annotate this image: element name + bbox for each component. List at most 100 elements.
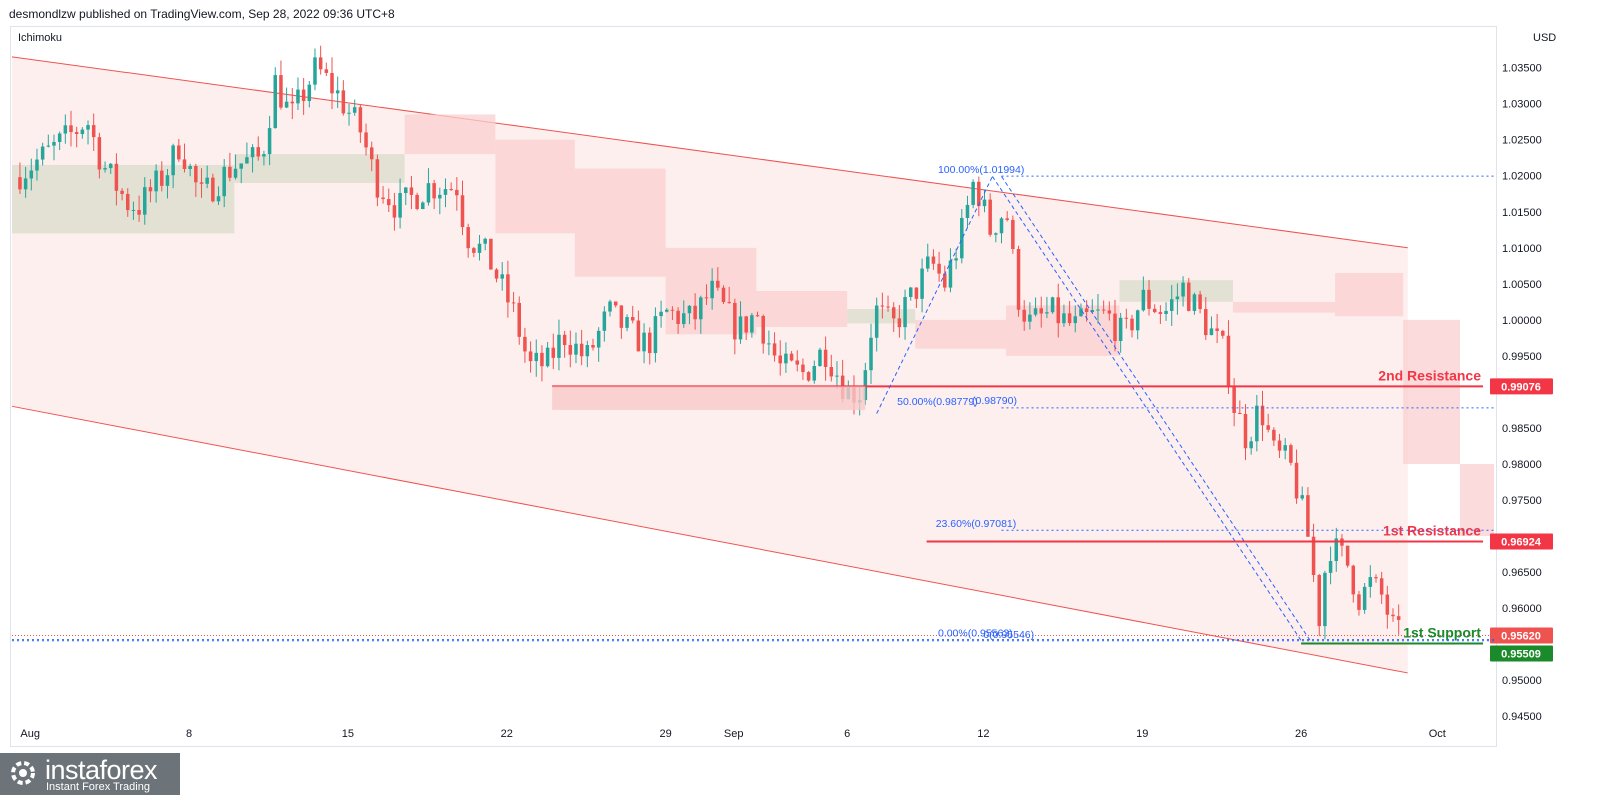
candle-body xyxy=(369,147,374,160)
current-price-tag-text: 0.95620 xyxy=(1501,630,1541,642)
candle-body xyxy=(1272,429,1276,441)
candle-body xyxy=(449,189,453,191)
candle-body xyxy=(1045,312,1049,314)
candle-body xyxy=(160,170,164,186)
candle-body xyxy=(642,332,646,352)
candle-body xyxy=(886,306,890,308)
candle-body xyxy=(1266,425,1270,430)
x-tick-label: 19 xyxy=(1136,728,1148,740)
candle-body xyxy=(744,316,748,333)
candle-body xyxy=(1158,312,1163,314)
candle-body xyxy=(137,209,141,215)
candle-body xyxy=(91,125,96,138)
candle-body xyxy=(23,178,28,190)
candle-body xyxy=(74,132,79,135)
resistance-zone xyxy=(552,386,866,410)
candle-body xyxy=(506,274,510,303)
candle-body xyxy=(1255,405,1259,442)
candle-body xyxy=(233,168,238,178)
y-tick-label: 0.95000 xyxy=(1502,675,1542,687)
candle-body xyxy=(381,197,385,200)
candle-body xyxy=(143,187,147,215)
candle-body xyxy=(534,352,539,362)
level-price-tag-text: 0.99076 xyxy=(1501,381,1541,393)
candle-body xyxy=(772,343,777,356)
candle-body xyxy=(1277,440,1282,451)
candle-body xyxy=(574,343,578,355)
candle-body xyxy=(1141,289,1146,311)
x-tick-label: 26 xyxy=(1295,728,1307,740)
candle-body xyxy=(318,57,323,70)
candle-body xyxy=(579,343,584,357)
candle-body xyxy=(392,205,397,218)
candle-body xyxy=(296,89,300,104)
candle-body xyxy=(404,187,408,194)
candle-body xyxy=(1016,249,1021,310)
candle-body xyxy=(613,301,618,306)
candle-body xyxy=(398,193,402,218)
y-tick-label: 0.94500 xyxy=(1502,711,1542,723)
candle-body xyxy=(256,147,261,157)
candle-body xyxy=(994,233,998,235)
candle-body xyxy=(727,302,731,304)
x-tick-label: 8 xyxy=(186,728,192,740)
channel-fill xyxy=(12,56,1408,673)
candle-body xyxy=(1328,561,1333,573)
ichimoku-cloud-segment xyxy=(1335,273,1404,317)
candle-body xyxy=(114,163,119,191)
candle-body xyxy=(250,147,255,158)
candle-body xyxy=(273,75,278,129)
candle-body xyxy=(596,330,601,348)
fib-level-label: 100.00%(1.01994) xyxy=(938,164,1024,176)
x-tick-label: 15 xyxy=(342,728,354,740)
level-label: 1st Support xyxy=(1403,624,1481,640)
candle-body xyxy=(1198,294,1202,310)
x-tick-label: Aug xyxy=(20,728,40,740)
ichimoku-cloud-segment xyxy=(756,291,848,328)
candle-body xyxy=(1238,412,1242,414)
level-label: 2nd Resistance xyxy=(1378,367,1481,383)
candle-body xyxy=(494,269,499,279)
ichimoku-cloud-segment xyxy=(404,114,496,155)
candle-body xyxy=(284,101,289,108)
candle-body xyxy=(869,337,873,371)
candle-body xyxy=(120,190,124,194)
candle-body xyxy=(1011,219,1015,250)
candle-body xyxy=(971,181,975,205)
candle-body xyxy=(46,145,51,147)
candle-body xyxy=(670,309,675,311)
candle-body xyxy=(948,260,953,288)
candle-body xyxy=(761,315,765,344)
x-tick-label: 29 xyxy=(659,728,671,740)
candle-body xyxy=(1357,594,1361,610)
candle-body xyxy=(585,345,590,357)
candle-body xyxy=(523,336,527,352)
candle-body xyxy=(1294,462,1299,499)
candle-body xyxy=(1334,538,1339,562)
candle-body xyxy=(335,90,340,94)
candle-body xyxy=(653,316,658,354)
candle-body xyxy=(409,187,414,195)
candle-body xyxy=(1243,413,1248,449)
candle-body xyxy=(438,194,442,199)
ichimoku-cloud-segment xyxy=(1233,301,1336,313)
candle-body xyxy=(443,189,448,195)
candle-body xyxy=(97,137,102,170)
candle-body xyxy=(63,125,68,134)
candle-body xyxy=(937,263,941,274)
candle-body xyxy=(664,309,669,312)
y-tick-label: 1.02500 xyxy=(1502,135,1542,147)
candle-body xyxy=(341,90,346,114)
y-tick-label: 1.03500 xyxy=(1502,63,1542,75)
candle-body xyxy=(880,305,885,307)
candle-body xyxy=(568,345,573,355)
candle-body xyxy=(1022,309,1026,322)
candle-body xyxy=(125,193,130,211)
candle-body xyxy=(1368,577,1373,587)
candle-body xyxy=(40,146,45,160)
candle-body xyxy=(1391,614,1395,617)
candle-body xyxy=(755,315,760,317)
current-price-tag xyxy=(1490,627,1553,644)
candle-body xyxy=(188,166,192,169)
